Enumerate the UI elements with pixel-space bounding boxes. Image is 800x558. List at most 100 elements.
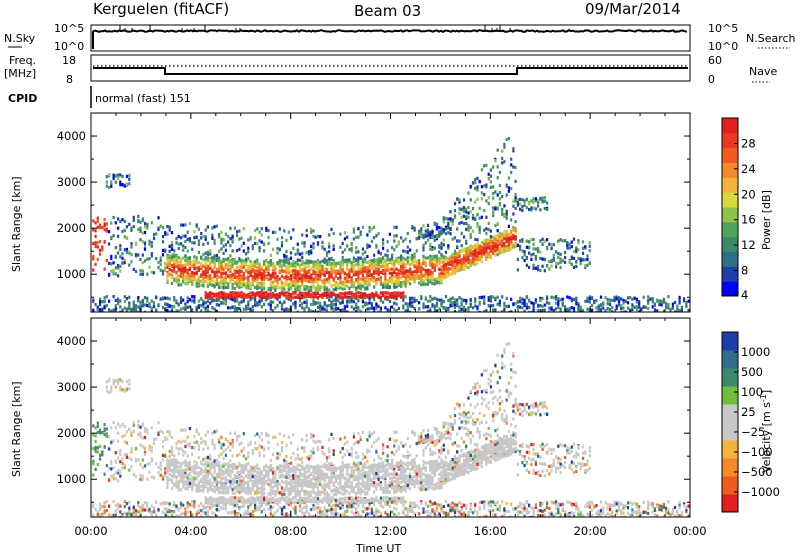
- heatmap-cell: [178, 243, 180, 246]
- heatmap-cell: [600, 296, 602, 299]
- heatmap-cell: [259, 263, 261, 266]
- heatmap-cell: [454, 271, 456, 274]
- heatmap-cell: [142, 240, 144, 243]
- heatmap-cell: [481, 296, 483, 299]
- heatmap-cell: [121, 423, 123, 426]
- heatmap-cell: [685, 301, 687, 304]
- heatmap-cell: [431, 248, 433, 251]
- heatmap-cell: [272, 266, 274, 269]
- heatmap-cell: [236, 278, 238, 281]
- heatmap-cell: [207, 300, 209, 303]
- heatmap-cell: [153, 442, 155, 445]
- heatmap-cell: [461, 308, 463, 311]
- heatmap-cell: [438, 273, 440, 276]
- heatmap-cell: [243, 283, 245, 286]
- heatmap-cell: [537, 265, 539, 268]
- heatmap-cell: [124, 248, 126, 251]
- heatmap-cell: [117, 235, 119, 238]
- heatmap-cell: [223, 268, 225, 271]
- heatmap-cell: [245, 252, 247, 255]
- heatmap-cell: [166, 297, 168, 300]
- heatmap-cell: [243, 262, 245, 265]
- heatmap-cell: [503, 308, 505, 311]
- heatmap-cell: [638, 300, 640, 303]
- heatmap-cell: [171, 273, 173, 276]
- heatmap-cell: [454, 306, 456, 309]
- heatmap-cell: [261, 282, 263, 285]
- heatmap-cell: [521, 205, 523, 208]
- heatmap-cell: [171, 436, 173, 439]
- heatmap-cell: [216, 303, 218, 306]
- heatmap-cell: [241, 270, 243, 273]
- heatmap-cell: [108, 242, 110, 245]
- heatmap-cell: [265, 291, 267, 294]
- heatmap-cell: [494, 224, 496, 227]
- heatmap-cell: [512, 212, 514, 215]
- heatmap-cell: [270, 287, 272, 290]
- heatmap-cell: [119, 453, 121, 456]
- heatmap-cell: [326, 287, 328, 290]
- heatmap-cell: [191, 283, 193, 286]
- heatmap-cell: [113, 176, 115, 179]
- heatmap-cell: [292, 276, 294, 279]
- heatmap-cell: [429, 236, 431, 239]
- heatmap-cell: [205, 301, 207, 304]
- heatmap-cell: [512, 237, 514, 240]
- heatmap-cell: [472, 306, 474, 309]
- heatmap-cell: [205, 280, 207, 283]
- heatmap-cell: [499, 191, 501, 194]
- heatmap-cell: [160, 263, 162, 266]
- heatmap-cell: [137, 501, 139, 504]
- heatmap-cell: [214, 284, 216, 287]
- heatmap-cell: [384, 275, 386, 278]
- heatmap-cell: [434, 247, 436, 250]
- heatmap-cell: [214, 225, 216, 228]
- heatmap-cell: [645, 306, 647, 309]
- heatmap-cell: [463, 299, 465, 302]
- heatmap-cell: [351, 270, 353, 273]
- heatmap-cell: [533, 306, 535, 309]
- heatmap-cell: [346, 280, 348, 283]
- colorbar-cell: [722, 222, 738, 237]
- heatmap-cell: [256, 262, 258, 265]
- heatmap-cell: [618, 296, 620, 299]
- heatmap-cell: [497, 207, 499, 210]
- heatmap-cell: [458, 250, 460, 253]
- heatmap-cell: [431, 303, 433, 306]
- heatmap-cell: [353, 257, 355, 260]
- heatmap-cell: [225, 279, 227, 282]
- heatmap-cell: [128, 512, 130, 515]
- heatmap-cell: [317, 284, 319, 287]
- heatmap-cell: [470, 198, 472, 201]
- heatmap-cell: [247, 265, 249, 268]
- heatmap-cell: [339, 286, 341, 289]
- heatmap-cell: [476, 254, 478, 257]
- heatmap-cell: [288, 231, 290, 234]
- heatmap-cell: [396, 226, 398, 229]
- heatmap-cell: [512, 234, 514, 237]
- heatmap-cell: [440, 278, 442, 281]
- heatmap-cell: [272, 301, 274, 304]
- heatmap-cell: [328, 295, 330, 298]
- heatmap-cell: [425, 230, 427, 233]
- heatmap-cell: [353, 284, 355, 287]
- heatmap-cell: [335, 262, 337, 265]
- freq-label: Freq.: [9, 54, 36, 67]
- heatmap-cell: [173, 501, 175, 504]
- heatmap-cell: [110, 385, 112, 388]
- heatmap-cell: [479, 251, 481, 254]
- heatmap-cell: [546, 247, 548, 250]
- heatmap-cell: [654, 302, 656, 305]
- heatmap-cell: [254, 229, 256, 232]
- heatmap-cell: [382, 262, 384, 265]
- heatmap-cell: [173, 471, 175, 474]
- heatmap-cell: [292, 269, 294, 272]
- heatmap-cell: [402, 261, 404, 264]
- heatmap-cell: [389, 295, 391, 298]
- heatmap-cell: [661, 300, 663, 303]
- heatmap-cell: [297, 259, 299, 262]
- heatmap-cell: [425, 256, 427, 259]
- heatmap-cell: [524, 299, 526, 302]
- heatmap-cell: [454, 250, 456, 253]
